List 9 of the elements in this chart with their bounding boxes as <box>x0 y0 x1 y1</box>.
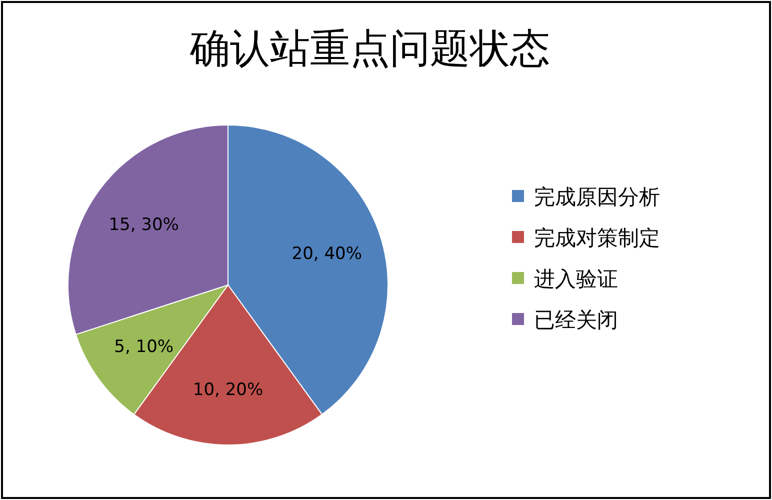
data-label: 20, 40% <box>292 244 362 264</box>
data-label: 15, 30% <box>108 214 179 235</box>
legend-label: 已经关闭 <box>534 308 618 332</box>
data-label: 5, 10% <box>114 337 174 358</box>
chart-title: 确认站重点问题状态 <box>189 26 550 72</box>
legend-label: 进入验证 <box>534 267 618 291</box>
data-label: 10, 20% <box>192 380 264 400</box>
legend-label: 完成原因分析 <box>534 185 660 209</box>
legend-label: 完成对策制定 <box>534 226 660 250</box>
